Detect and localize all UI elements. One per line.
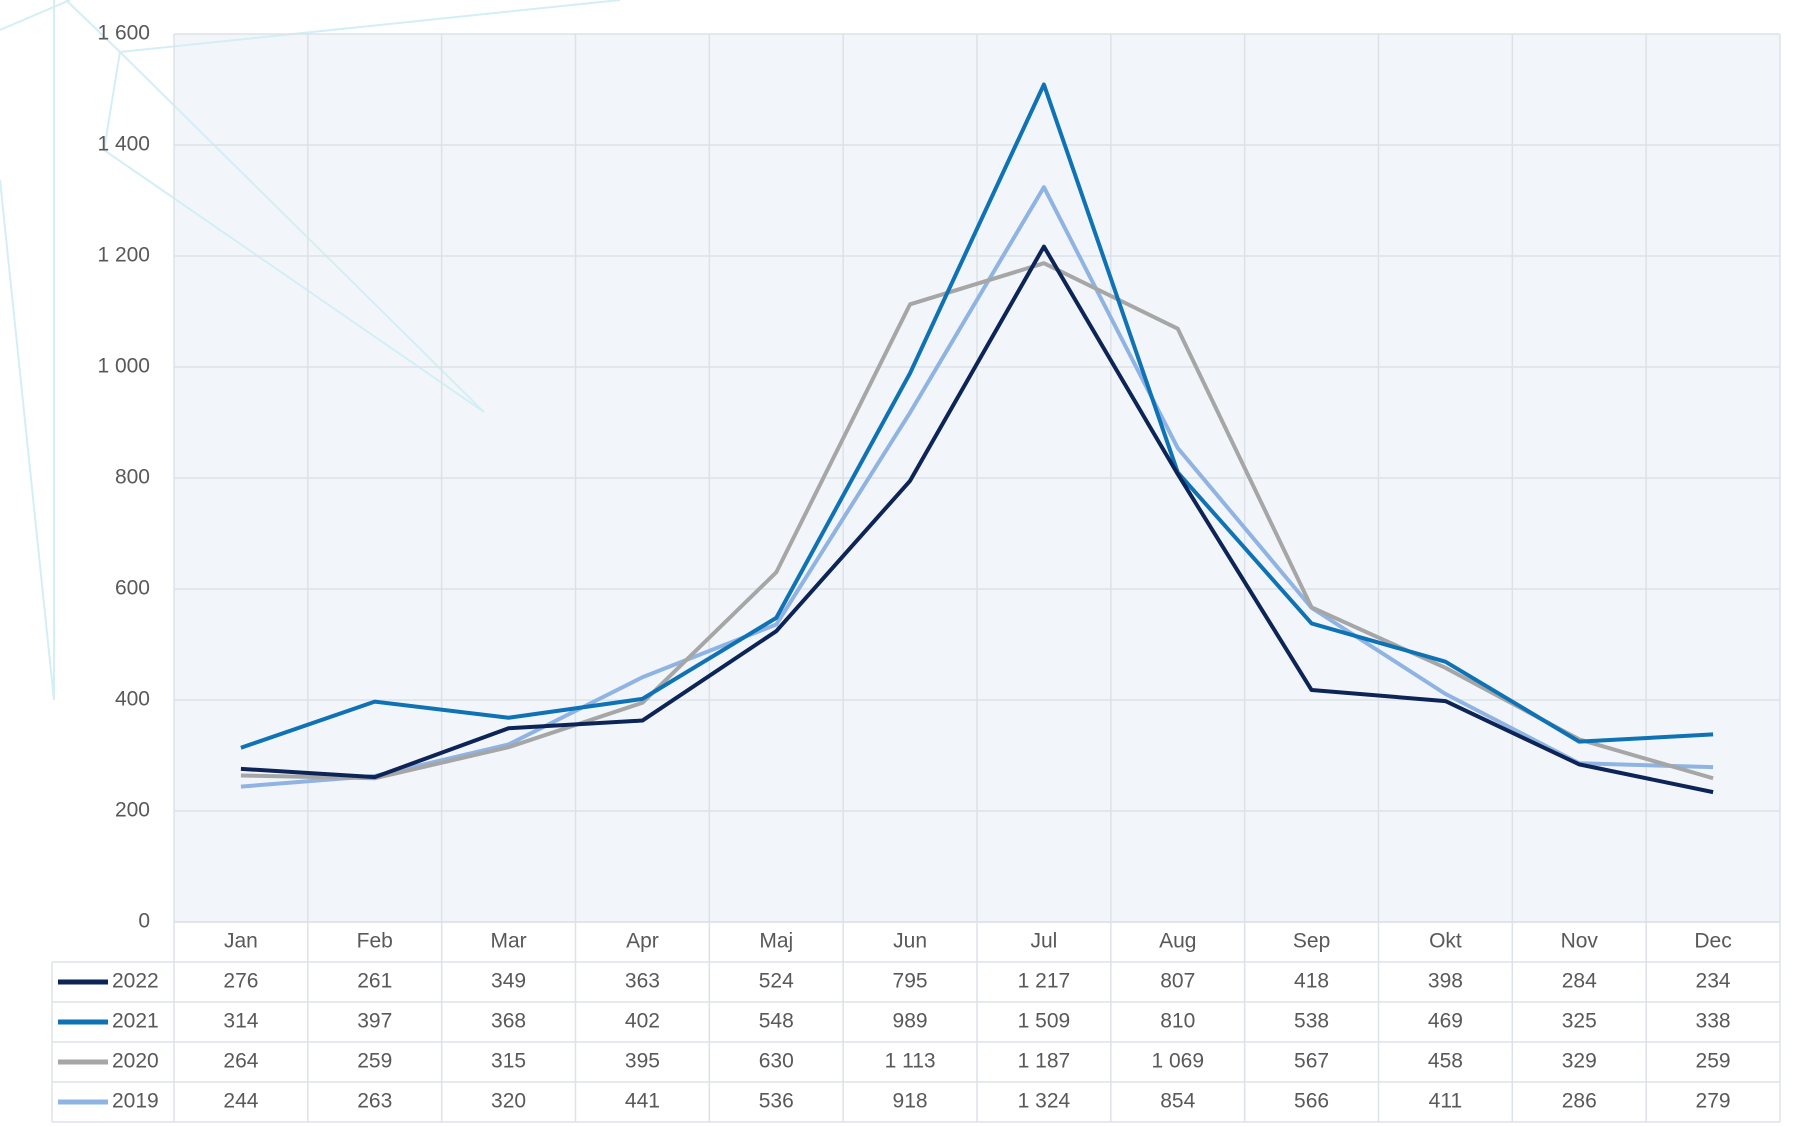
table-value: 263 [357, 1090, 392, 1113]
table-value: 524 [759, 970, 794, 993]
table-value: 411 [1429, 1090, 1462, 1113]
table-value: 1 217 [1018, 970, 1071, 993]
table-value: 320 [491, 1090, 526, 1113]
table-value: 810 [1160, 1010, 1195, 1033]
x-tick-label: Dec [1694, 930, 1731, 953]
x-tick-label: Okt [1429, 930, 1462, 953]
legend-label: 2019 [112, 1090, 159, 1113]
legend-label: 2021 [112, 1010, 159, 1033]
table-value: 548 [759, 1010, 794, 1033]
table-value: 314 [223, 1010, 258, 1033]
table-value: 398 [1428, 970, 1463, 993]
table-value: 349 [491, 970, 526, 993]
table-value: 989 [893, 1010, 928, 1033]
x-tick-label: Mar [490, 930, 526, 953]
y-tick-label: 600 [115, 577, 150, 600]
y-tick-label: 0 [138, 910, 150, 933]
table-value: 630 [759, 1050, 794, 1073]
series-line [240, 261, 1714, 781]
table-value: 1 187 [1018, 1050, 1071, 1073]
y-tick-label: 400 [115, 688, 150, 711]
decoration [0, 0, 621, 701]
legend-label: 2022 [112, 970, 159, 993]
table-value: 402 [625, 1010, 660, 1033]
table-value: 338 [1696, 1010, 1731, 1033]
table-value: 441 [625, 1090, 660, 1113]
table-value: 536 [759, 1090, 794, 1113]
x-tick-label: Nov [1561, 930, 1599, 953]
y-tick-label: 1 600 [97, 22, 150, 45]
table-value: 469 [1428, 1010, 1463, 1033]
table-value: 458 [1428, 1050, 1463, 1073]
table-value: 854 [1160, 1090, 1195, 1113]
table-value: 418 [1294, 970, 1329, 993]
y-tick-label: 1 000 [97, 355, 150, 378]
table-value: 363 [625, 970, 660, 993]
table-value: 1 113 [885, 1050, 936, 1073]
table-value: 1 069 [1151, 1050, 1204, 1073]
table-value: 264 [223, 1050, 258, 1073]
table-value: 315 [491, 1050, 526, 1073]
table-value: 397 [357, 1010, 392, 1033]
series-line [240, 244, 1714, 795]
table-value: 1 324 [1018, 1090, 1071, 1113]
x-tick-label: Aug [1159, 930, 1196, 953]
table-value: 234 [1696, 970, 1731, 993]
series-line [240, 82, 1714, 750]
table-value: 286 [1562, 1090, 1597, 1113]
table-value: 261 [357, 970, 392, 993]
table-value: 1 509 [1018, 1010, 1071, 1033]
table-value: 276 [223, 970, 258, 993]
table-value: 284 [1562, 970, 1597, 993]
table-value: 795 [893, 970, 928, 993]
x-tick-label: Feb [357, 930, 393, 953]
table-value: 329 [1562, 1050, 1597, 1073]
y-tick-label: 200 [115, 799, 150, 822]
y-tick-label: 800 [115, 466, 150, 489]
table-value: 807 [1160, 970, 1195, 993]
table-value: 259 [1696, 1050, 1731, 1073]
x-tick-label: Jun [893, 930, 927, 953]
y-tick-label: 1 400 [97, 133, 150, 156]
series-line [240, 185, 1714, 789]
table-value: 395 [625, 1050, 660, 1073]
table-value: 325 [1562, 1010, 1597, 1033]
table-value: 244 [223, 1090, 258, 1113]
x-tick-label: Maj [759, 930, 793, 953]
table-value: 567 [1294, 1050, 1329, 1073]
y-tick-label: 1 200 [97, 244, 150, 267]
table-value: 259 [357, 1050, 392, 1073]
x-tick-label: Apr [626, 930, 659, 953]
table-value: 918 [893, 1090, 928, 1113]
table-value: 279 [1696, 1090, 1731, 1113]
x-tick-label: Sep [1293, 930, 1330, 953]
table-value: 368 [491, 1010, 526, 1033]
table-value: 538 [1294, 1010, 1329, 1033]
x-tick-label: Jul [1030, 930, 1057, 953]
x-tick-label: Jan [224, 930, 258, 953]
table-value: 566 [1294, 1090, 1329, 1113]
legend-label: 2020 [112, 1050, 159, 1073]
